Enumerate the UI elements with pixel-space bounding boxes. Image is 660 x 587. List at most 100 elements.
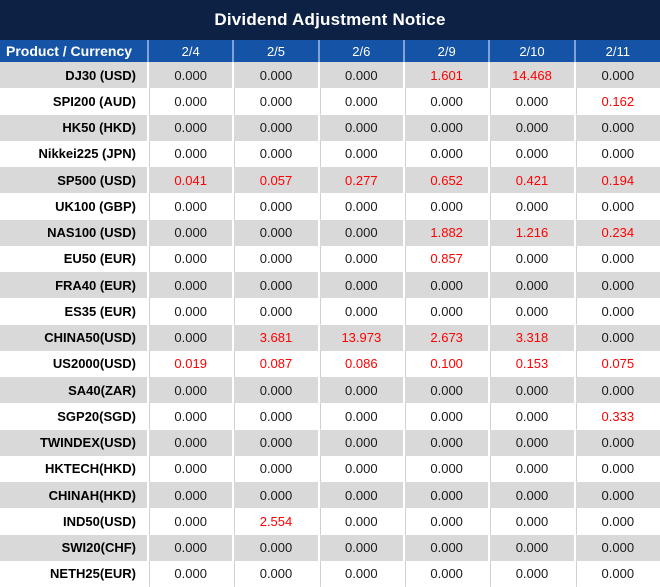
value-cell: 0.000 — [232, 298, 319, 325]
value-cell: 0.000 — [488, 508, 575, 535]
table-row: IND50(USD) 0.000 2.554 0.000 0.000 0.000 0.000 — [0, 508, 660, 535]
value-cell: 0.000 — [402, 272, 490, 299]
product-cell: CHINAH(HKD) — [0, 482, 148, 509]
value-cell: 0.000 — [317, 140, 404, 167]
value-cell: 0.000 — [232, 377, 319, 404]
value-cell: 0.000 — [402, 534, 490, 561]
value-cell: 0.000 — [573, 140, 660, 167]
table-row: CHINA50(USD) 0.000 3.681 13.973 2.673 3.318 0.… — [0, 324, 660, 351]
table-row: EU50 (EUR) 0.000 0.000 0.000 0.857 0.000 0.000 — [0, 245, 660, 272]
value-cell: 0.000 — [317, 377, 404, 404]
value-cell: 0.162 — [573, 88, 660, 115]
value-cell: 0.000 — [573, 482, 660, 509]
product-cell: SPI200 (AUD) — [0, 88, 148, 115]
table-row: NETH25(EUR) 0.000 0.000 0.000 0.000 0.000 0.00… — [0, 560, 660, 587]
column-header-date: 2/5 — [232, 40, 319, 62]
table-header: Product / Currency 2/4 2/5 2/6 2/9 2/10 … — [0, 40, 660, 62]
value-cell: 0.000 — [232, 140, 319, 167]
value-cell: 0.000 — [488, 429, 575, 456]
value-cell: 0.000 — [488, 560, 575, 587]
value-cell: 0.000 — [317, 403, 404, 430]
value-cell: 0.194 — [573, 167, 660, 194]
value-cell: 0.000 — [317, 114, 404, 141]
table-row: FRA40 (EUR) 0.000 0.000 0.000 0.000 0.000 0.00… — [0, 272, 660, 299]
value-cell: 0.000 — [146, 298, 234, 325]
value-cell: 1.601 — [402, 62, 490, 89]
value-cell: 0.000 — [402, 560, 490, 587]
value-cell: 0.000 — [317, 429, 404, 456]
value-cell: 0.000 — [317, 272, 404, 299]
value-cell: 0.000 — [146, 560, 234, 587]
page-title: Dividend Adjustment Notice — [214, 10, 446, 29]
value-cell: 0.000 — [146, 508, 234, 535]
value-cell: 0.000 — [146, 377, 234, 404]
value-cell: 0.000 — [317, 482, 404, 509]
value-cell: 0.100 — [402, 350, 490, 377]
value-cell: 0.000 — [232, 560, 319, 587]
value-cell: 0.075 — [573, 350, 660, 377]
product-cell: SP500 (USD) — [0, 167, 148, 194]
product-cell: SWI20(CHF) — [0, 534, 148, 561]
value-cell: 0.000 — [317, 193, 404, 220]
value-cell: 0.000 — [317, 298, 404, 325]
value-cell: 0.000 — [317, 508, 404, 535]
value-cell: 0.421 — [488, 167, 575, 194]
value-cell: 0.086 — [317, 350, 404, 377]
table-row: DJ30 (USD) 0.000 0.000 0.000 1.601 14.468 0.00… — [0, 62, 660, 89]
value-cell: 0.000 — [317, 245, 404, 272]
value-cell: 0.000 — [488, 455, 575, 482]
table-body: DJ30 (USD) 0.000 0.000 0.000 1.601 14.468 0.00… — [0, 62, 660, 587]
value-cell: 0.041 — [146, 167, 234, 194]
value-cell: 14.468 — [488, 62, 575, 89]
value-cell: 0.000 — [232, 193, 319, 220]
table-row: Nikkei225 (JPN) 0.000 0.000 0.000 0.000 0.000… — [0, 140, 660, 167]
value-cell: 0.000 — [573, 245, 660, 272]
value-cell: 0.000 — [146, 534, 234, 561]
value-cell: 0.000 — [232, 245, 319, 272]
value-cell: 0.019 — [146, 350, 234, 377]
table-row: SPI200 (AUD) 0.000 0.000 0.000 0.000 0.000 0.1… — [0, 88, 660, 115]
value-cell: 1.882 — [402, 219, 490, 246]
value-cell: 0.000 — [232, 403, 319, 430]
value-cell: 0.000 — [488, 377, 575, 404]
value-cell: 0.000 — [146, 88, 234, 115]
value-cell: 0.000 — [488, 534, 575, 561]
column-header-date: 2/11 — [573, 40, 660, 62]
value-cell: 13.973 — [317, 324, 404, 351]
value-cell: 0.000 — [573, 429, 660, 456]
table-row: HKTECH(HKD) 0.000 0.000 0.000 0.000 0.000 0.00… — [0, 455, 660, 482]
value-cell: 0.000 — [317, 534, 404, 561]
value-cell: 0.000 — [573, 508, 660, 535]
table-row: NAS100 (USD) 0.000 0.000 0.000 1.882 1.216 0.2… — [0, 219, 660, 246]
value-cell: 0.277 — [317, 167, 404, 194]
value-cell: 0.000 — [402, 455, 490, 482]
value-cell: 0.000 — [317, 455, 404, 482]
value-cell: 0.000 — [402, 403, 490, 430]
value-cell: 0.000 — [573, 560, 660, 587]
value-cell: 0.000 — [317, 560, 404, 587]
column-header-date: 2/9 — [402, 40, 490, 62]
value-cell: 0.000 — [488, 193, 575, 220]
product-cell: IND50(USD) — [0, 508, 148, 535]
product-cell: TWINDEX(USD) — [0, 429, 148, 456]
value-cell: 0.000 — [146, 114, 234, 141]
table-row: US2000(USD) 0.019 0.087 0.086 0.100 0.153 0.07… — [0, 350, 660, 377]
value-cell: 0.000 — [488, 403, 575, 430]
table-row: SP500 (USD) 0.041 0.057 0.277 0.652 0.421 0.19… — [0, 167, 660, 194]
value-cell: 0.000 — [232, 114, 319, 141]
value-cell: 0.000 — [146, 245, 234, 272]
product-cell: ES35 (EUR) — [0, 298, 148, 325]
table-row: HK50 (HKD) 0.000 0.000 0.000 0.000 0.000 0.000 — [0, 114, 660, 141]
product-cell: SGP20(SGD) — [0, 403, 148, 430]
value-cell: 0.000 — [573, 272, 660, 299]
product-cell: FRA40 (EUR) — [0, 272, 148, 299]
value-cell: 0.000 — [488, 272, 575, 299]
product-cell: US2000(USD) — [0, 350, 148, 377]
table-row: UK100 (GBP) 0.000 0.000 0.000 0.000 0.000 0.00… — [0, 193, 660, 220]
value-cell: 0.000 — [402, 140, 490, 167]
table-row: SWI20(CHF) 0.000 0.000 0.000 0.000 0.000 0.000 — [0, 534, 660, 561]
value-cell: 0.000 — [232, 455, 319, 482]
value-cell: 0.000 — [146, 272, 234, 299]
column-header-date: 2/10 — [488, 40, 575, 62]
table-row: TWINDEX(USD) 0.000 0.000 0.000 0.000 0.000 0.0… — [0, 429, 660, 456]
